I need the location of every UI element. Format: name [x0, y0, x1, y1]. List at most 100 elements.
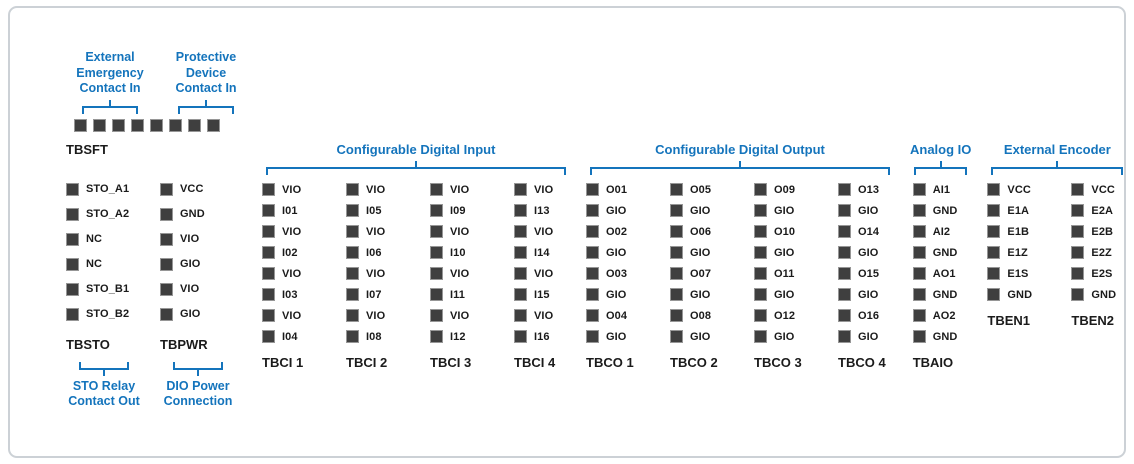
- pin-row: VIO: [262, 225, 318, 238]
- terminal-block-tbco-2: O05 GIO O06 GIO O07 GIO O08 GIO TBCO 2: [670, 183, 726, 370]
- pin-row: O10: [754, 225, 810, 238]
- pin-label: VIO: [534, 309, 554, 322]
- pin-row: STO_B2: [66, 307, 142, 321]
- pin-row: VIO: [346, 309, 402, 322]
- pin-row: AI1: [912, 183, 969, 196]
- pin-row: GND: [912, 204, 969, 217]
- bracket-line: [82, 99, 138, 114]
- pin-square-icon: [987, 204, 1001, 217]
- pin-square-icon: [912, 246, 926, 259]
- pin-row: GIO: [670, 204, 726, 217]
- pin-row: I08: [346, 330, 402, 343]
- section-title: External Encoder: [1003, 142, 1111, 157]
- pin-square-icon: [1071, 183, 1085, 196]
- pin-square-icon: [754, 288, 767, 301]
- pin-label: VIO: [450, 267, 470, 280]
- pin-label: I06: [366, 246, 382, 259]
- bracket-line: [590, 161, 890, 175]
- pin-label: STO_A1: [86, 183, 130, 195]
- pin-row: VIO: [346, 267, 402, 280]
- pin-label: GIO: [606, 246, 627, 259]
- pin-label: VIO: [282, 309, 302, 322]
- pin-label: O10: [774, 225, 796, 238]
- pin-row: AO1: [912, 267, 969, 280]
- pin-row: O01: [586, 183, 642, 196]
- pin-square-icon: [586, 225, 599, 238]
- pin-square-icon: [1071, 225, 1085, 238]
- pin-row: I14: [514, 246, 570, 259]
- annotation-protective-device-contact-in: Protective Device Contact In: [175, 50, 237, 95]
- pin-label: O15: [858, 267, 880, 280]
- pin-label: GIO: [606, 288, 627, 301]
- pin-square-icon: [670, 225, 683, 238]
- pin-row: O09: [754, 183, 810, 196]
- pin-label: O12: [774, 309, 796, 322]
- pin-label: VIO: [180, 233, 200, 245]
- pin-row: VCC: [1071, 183, 1127, 196]
- pin-square-icon: [670, 267, 683, 280]
- pin-square-icon: [66, 182, 79, 196]
- pin-row: GIO: [838, 288, 894, 301]
- blocks-row: VCC E1A E1B E1Z E1S GND TBEN1 VCC E2A E2B E2Z E2S GN…: [987, 183, 1127, 328]
- pin-row: GIO: [586, 246, 642, 259]
- pin-label: VIO: [366, 183, 386, 196]
- pin-label: I01: [282, 204, 298, 217]
- pin-square-icon: [430, 267, 443, 280]
- pin-label: GIO: [858, 204, 879, 217]
- pin-row: GND: [912, 246, 969, 259]
- pin-row: O15: [838, 267, 894, 280]
- pin-label: STO_B2: [86, 308, 130, 320]
- pin-label: E1B: [1007, 225, 1030, 238]
- pin-row: GND: [1071, 288, 1127, 301]
- left-blocks-row: STO_A1 STO_A2 NC NC STO_B1 STO_B2 TBSTO VCC GND V…: [66, 182, 254, 352]
- pin-square-icon: [754, 183, 767, 196]
- pin-square-icon: [131, 118, 144, 132]
- pin-row: E2B: [1071, 225, 1127, 238]
- pin-square-icon: [430, 204, 443, 217]
- pin-label: GND: [932, 330, 958, 343]
- pin-square-icon: [262, 225, 275, 238]
- pin-row: STO_A1: [66, 182, 142, 196]
- pin-row: O05: [670, 183, 726, 196]
- pin-row: I13: [514, 204, 570, 217]
- bracket-line: [266, 161, 566, 175]
- terminal-block-tbco-3: O09 GIO O10 GIO O11 GIO O12 GIO TBCO 3: [754, 183, 810, 370]
- block-name: TBCI 4: [514, 355, 556, 370]
- terminal-block-tben2: VCC E2A E2B E2Z E2S GND TBEN2: [1071, 183, 1127, 328]
- pin-label: I15: [534, 288, 550, 301]
- terminal-block-tbci-3: VIO I09 VIO I10 VIO I11 VIO I12 TBCI 3: [430, 183, 486, 370]
- pin-row: I06: [346, 246, 402, 259]
- pin-label: GIO: [690, 330, 711, 343]
- pin-list: O09 GIO O10 GIO O11 GIO O12 GIO: [754, 183, 810, 343]
- pin-list: AI1 GND AI2 GND AO1 GND AO2 GND: [912, 183, 969, 343]
- pin-label: VIO: [366, 225, 386, 238]
- pin-label: I13: [534, 204, 550, 217]
- pin-square-icon: [1071, 267, 1085, 280]
- pin-square-icon: [586, 288, 599, 301]
- terminal-block-tbsto: STO_A1 STO_A2 NC NC STO_B1 STO_B2 TBSTO: [66, 182, 142, 352]
- pin-row: I04: [262, 330, 318, 343]
- pin-label: VIO: [534, 225, 554, 238]
- sections: Configurable Digital Input VIO I01 VIO I02 VI…: [262, 142, 1127, 370]
- pin-label: E2B: [1091, 225, 1114, 238]
- section-title: Configurable Digital Output: [655, 142, 825, 157]
- block-name: TBAIO: [912, 355, 954, 370]
- pin-label: I04: [282, 330, 298, 343]
- pin-square-icon: [514, 204, 527, 217]
- pin-list: O01 GIO O02 GIO O03 GIO O04 GIO: [586, 183, 642, 343]
- pin-square-icon: [987, 267, 1001, 280]
- pin-row: VIO: [430, 309, 486, 322]
- block-name-tbsft: TBSFT: [66, 141, 108, 157]
- pin-row: GIO: [754, 288, 810, 301]
- pin-label: VIO: [282, 183, 302, 196]
- pin-square-icon: [514, 267, 527, 280]
- pin-list: VCC GND VIO GIO VIO GIO: [160, 182, 236, 321]
- pin-row: GIO: [670, 246, 726, 259]
- annotation-label: STO Relay Contact Out: [68, 378, 140, 409]
- pin-square-icon: [160, 232, 173, 246]
- pin-square-icon: [912, 204, 926, 217]
- pin-label: VIO: [450, 183, 470, 196]
- pin-list: O05 GIO O06 GIO O07 GIO O08 GIO: [670, 183, 726, 343]
- terminal-block-tbci-1: VIO I01 VIO I02 VIO I03 VIO I04 TBCI 1: [262, 183, 318, 370]
- tbsft-brackets: [62, 99, 254, 114]
